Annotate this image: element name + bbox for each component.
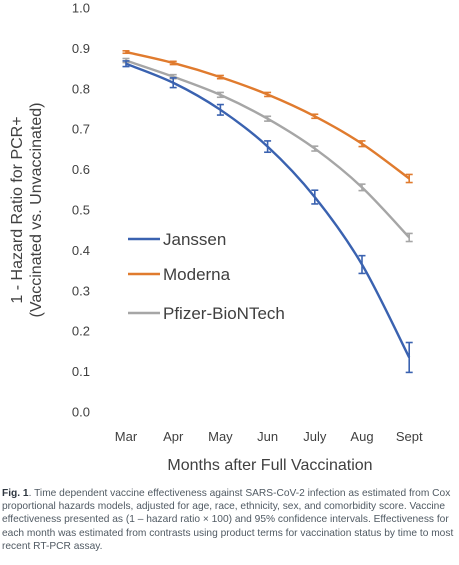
figure-caption: Fig. 1. Time dependent vaccine effective… [2,487,456,553]
figure-label: Fig. 1 [2,488,29,499]
y-tick-label: 0.3 [72,283,90,298]
x-tick-label: Jun [257,429,278,444]
legend-label-janssen: Janssen [163,230,226,249]
y-axis-title-line-1: 1 - Hazard Ratio for PCR+ [9,116,26,303]
x-axis-title: Months after Full Vaccination [167,457,372,474]
y-tick-label: 1.0 [72,1,90,16]
x-tick-label: Apr [163,429,184,444]
x-tick-label: Mar [115,429,138,444]
y-tick-label: 0.8 [72,81,90,96]
x-tick-label: May [208,429,233,444]
legend-label-pfizer-biontech: Pfizer-BioNTech [163,304,285,323]
chart-svg: 0.0 0.1 0.2 0.3 0.4 0.5 0.6 0.7 0.8 0.9 1.0 Mar Apr… [9,1,423,475]
series-line-moderna [125,50,410,180]
legend-label-moderna: Moderna [163,265,231,284]
x-tick-label: Sept [396,429,423,444]
y-tick-label: 0.0 [72,405,90,420]
y-tick-label: 0.2 [72,324,90,339]
series-pfizer-biontech [122,57,413,243]
y-tick-label: 0.6 [72,162,90,177]
y-axis-title-line-2: (Vaccinated vs. Unvaccinated) [28,103,45,318]
caption-text: . Time dependent vaccine effectiveness a… [2,488,454,552]
y-tick-label: 0.7 [72,122,90,137]
legend: Janssen Moderna Pfizer-BioNTech [128,230,285,323]
y-tick-label: 0.1 [72,364,90,379]
series-moderna [122,50,413,184]
y-tick-label: 0.9 [72,41,90,56]
y-axis-ticks: 0.0 0.1 0.2 0.3 0.4 0.5 0.6 0.7 0.8 0.9 1.0 [72,1,90,420]
y-tick-label: 0.5 [72,203,90,218]
x-tick-label: July [303,429,327,444]
chart-figure: 0.0 0.1 0.2 0.3 0.4 0.5 0.6 0.7 0.8 0.9 1.0 Mar Apr… [9,1,423,475]
x-axis-ticks: Mar Apr May Jun July Aug Sept [115,429,423,444]
series-layer [122,50,413,374]
series-janssen [122,60,413,374]
y-axis-title: 1 - Hazard Ratio for PCR+ (Vaccinated vs… [9,103,45,318]
x-tick-label: Aug [350,429,373,444]
y-tick-label: 0.4 [72,243,90,258]
